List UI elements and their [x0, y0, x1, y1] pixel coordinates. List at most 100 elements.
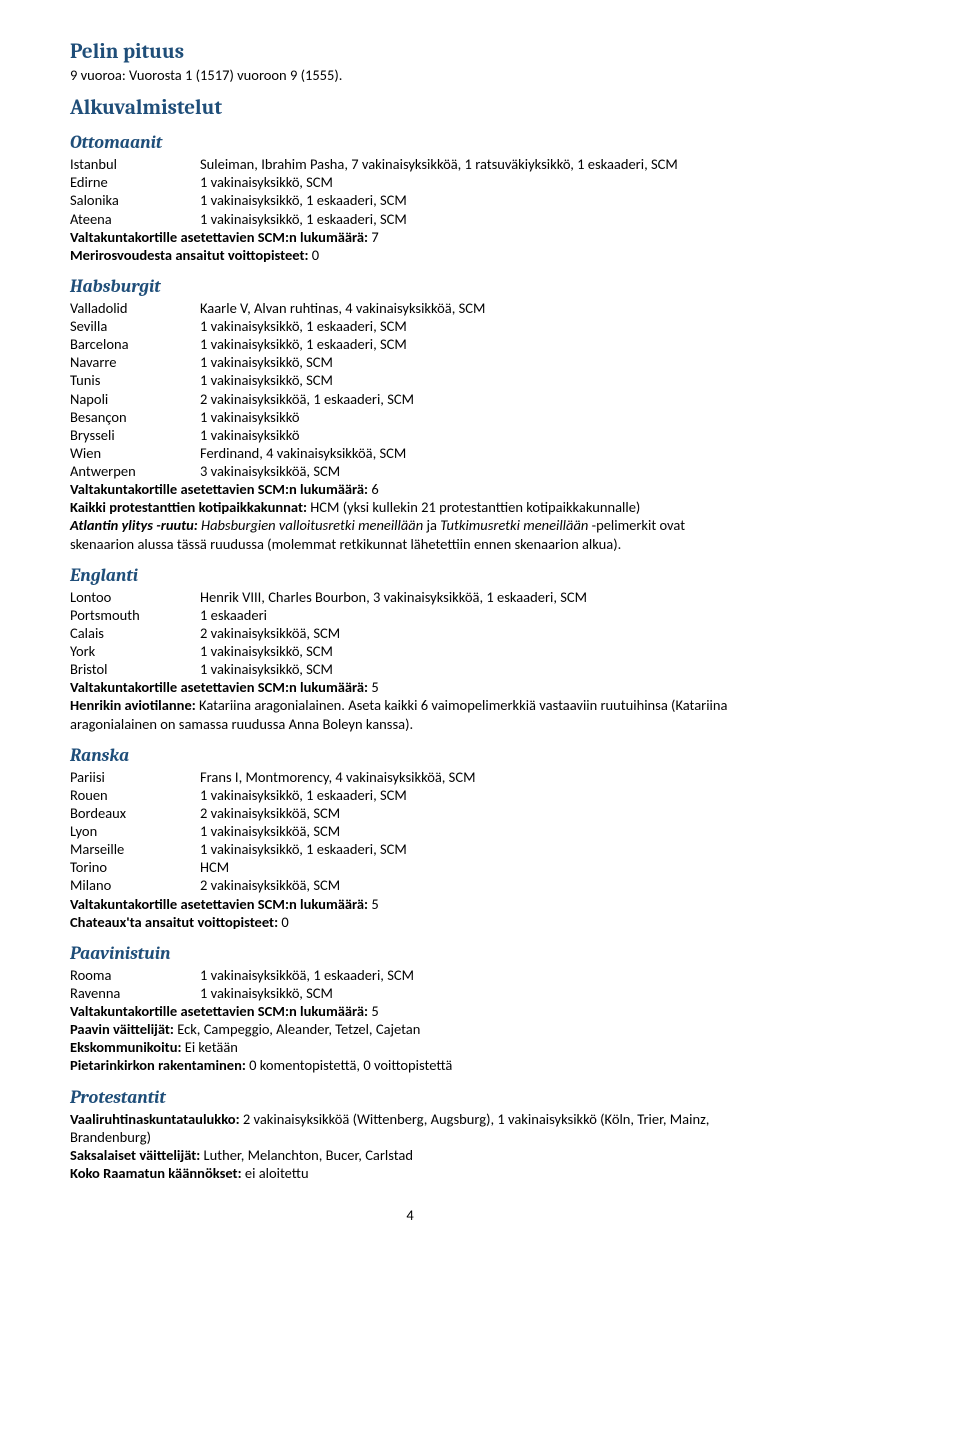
location-name: Sevilla — [70, 317, 200, 335]
location-name: Barcelona — [70, 335, 200, 353]
location-units: 1 vakinaisyksikkö, 1 eskaaderi, SCM — [200, 210, 750, 228]
england-cards: Valtakuntakortille asetettavien SCM:n lu… — [70, 678, 750, 696]
location-units: 2 vakinaisyksikköä, SCM — [200, 804, 750, 822]
papacy-stpeters: Pietarinkirkon rakentaminen: 0 komentopi… — [70, 1056, 750, 1074]
papacy-debaters-value: Eck, Campeggio, Aleander, Tetzel, Cajeta… — [174, 1020, 420, 1038]
location-name: Ateena — [70, 210, 200, 228]
habsburg-protestant-label: Kaikki protestanttien kotipaikkakunnat: — [70, 498, 307, 516]
location-units: 1 vakinaisyksikkö, 1 eskaaderi, SCM — [200, 317, 750, 335]
location-name: Milano — [70, 876, 200, 894]
location-name: Salonika — [70, 191, 200, 209]
england-cards-label: Valtakuntakortille asetettavien SCM:n lu… — [70, 678, 368, 696]
list-item: Ravenna1 vakinaisyksikkö, SCM — [70, 984, 750, 1002]
list-item: Ateena1 vakinaisyksikkö, 1 eskaaderi, SC… — [70, 210, 750, 228]
location-units: 1 vakinaisyksikkö — [200, 408, 750, 426]
ottomans-piracy: Merirosvoudesta ansaitut voittopisteet: … — [70, 246, 750, 264]
list-item: Napoli2 vakinaisyksikköä, 1 eskaaderi, S… — [70, 390, 750, 408]
ottomans-piracy-value: 0 — [309, 246, 320, 264]
papacy-debaters-label: Paavin väittelijät: — [70, 1020, 174, 1038]
location-units: 2 vakinaisyksikköä, 1 eskaaderi, SCM — [200, 390, 750, 408]
location-name: Napoli — [70, 390, 200, 408]
list-item: Rooma1 vakinaisyksikköä, 1 eskaaderi, SC… — [70, 966, 750, 984]
list-item: Tunis1 vakinaisyksikkö, SCM — [70, 371, 750, 389]
list-item: Brysseli1 vakinaisyksikkö — [70, 426, 750, 444]
location-units: 1 vakinaisyksikkö, 1 eskaaderi, SCM — [200, 191, 750, 209]
protestant-debaters-label: Saksalaiset väittelijät: — [70, 1146, 200, 1164]
location-name: Wien — [70, 444, 200, 462]
location-units: Henrik VIII, Charles Bourbon, 3 vakinais… — [200, 588, 750, 606]
list-item: Salonika1 vakinaisyksikkö, 1 eskaaderi, … — [70, 191, 750, 209]
ottomans-cards-label: Valtakuntakortille asetettavien SCM:n lu… — [70, 228, 368, 246]
location-units: 2 vakinaisyksikköä, SCM — [200, 624, 750, 642]
location-name: Besançon — [70, 408, 200, 426]
protestant-bible: Koko Raamatun käännökset: ei aloitettu — [70, 1164, 750, 1182]
location-units: 1 vakinaisyksikkö, SCM — [200, 353, 750, 371]
protestant-debaters-value: Luther, Melanchton, Bucer, Carlstad — [200, 1146, 413, 1164]
list-item: Besançon1 vakinaisyksikkö — [70, 408, 750, 426]
protestant-bible-label: Koko Raamatun käännökset: — [70, 1164, 242, 1182]
location-units: Ferdinand, 4 vakinaisyksikköä, SCM — [200, 444, 750, 462]
list-item: York1 vakinaisyksikkö, SCM — [70, 642, 750, 660]
text-game-length: 9 vuoroa: Vuorosta 1 (1517) vuoroon 9 (1… — [70, 66, 750, 84]
england-cards-value: 5 — [368, 678, 379, 696]
location-units: 1 vakinaisyksikkö, SCM — [200, 660, 750, 678]
habsburg-atlantic-i1: Habsburgien valloitusretki meneillään — [198, 516, 423, 534]
list-item: Rouen1 vakinaisyksikkö, 1 eskaaderi, SCM — [70, 786, 750, 804]
protestant-bible-value: ei aloitettu — [242, 1164, 309, 1182]
habsburg-protestant-value: HCM (yksi kullekin 21 protestanttien kot… — [307, 498, 640, 516]
location-name: Lyon — [70, 822, 200, 840]
location-units: 1 vakinaisyksikköä, SCM — [200, 822, 750, 840]
france-cards: Valtakuntakortille asetettavien SCM:n lu… — [70, 895, 750, 913]
france-chateaux-label: Chateaux'ta ansaitut voittopisteet: — [70, 913, 278, 931]
location-units: 3 vakinaisyksikköä, SCM — [200, 462, 750, 480]
papacy-excomm: Ekskommunikoitu: Ei ketään — [70, 1038, 750, 1056]
list-item: PariisiFrans I, Montmorency, 4 vakinaisy… — [70, 768, 750, 786]
papacy-stpeters-value: 0 komentopistettä, 0 voittopistettä — [246, 1056, 452, 1074]
location-name: Rooma — [70, 966, 200, 984]
france-rows: PariisiFrans I, Montmorency, 4 vakinaisy… — [70, 768, 750, 895]
list-item: LontooHenrik VIII, Charles Bourbon, 3 va… — [70, 588, 750, 606]
list-item: TorinoHCM — [70, 858, 750, 876]
list-item: Antwerpen3 vakinaisyksikköä, SCM — [70, 462, 750, 480]
list-item: Barcelona1 vakinaisyksikkö, 1 eskaaderi,… — [70, 335, 750, 353]
location-name: Pariisi — [70, 768, 200, 786]
list-item: Bristol1 vakinaisyksikkö, SCM — [70, 660, 750, 678]
location-units: 1 vakinaisyksikkö, 1 eskaaderi, SCM — [200, 786, 750, 804]
location-units: 1 vakinaisyksikkö, 1 eskaaderi, SCM — [200, 335, 750, 353]
location-units: 1 vakinaisyksikkö, SCM — [200, 984, 750, 1002]
location-name: Marseille — [70, 840, 200, 858]
heading-habsburg: Habsburgit — [70, 276, 750, 297]
habsburg-atlantic-label: Atlantin ylitys -ruutu: — [70, 516, 198, 534]
list-item: Milano2 vakinaisyksikköä, SCM — [70, 876, 750, 894]
protestant-elector: Vaaliruhtinaskuntataulukko: 2 vakinaisyk… — [70, 1110, 750, 1146]
heading-ottomans: Ottomaanit — [70, 132, 750, 153]
list-item: WienFerdinand, 4 vakinaisyksikköä, SCM — [70, 444, 750, 462]
habsburg-cards: Valtakuntakortille asetettavien SCM:n lu… — [70, 480, 750, 498]
location-units: 1 vakinaisyksikkö, 1 eskaaderi, SCM — [200, 840, 750, 858]
location-units: HCM — [200, 858, 750, 876]
heading-papacy: Paavinistuin — [70, 943, 750, 964]
papacy-debaters: Paavin väittelijät: Eck, Campeggio, Alea… — [70, 1020, 750, 1038]
location-units: 1 vakinaisyksikkö, SCM — [200, 173, 750, 191]
ottomans-rows: IstanbulSuleiman, Ibrahim Pasha, 7 vakin… — [70, 155, 750, 228]
location-units: 1 vakinaisyksikkö, SCM — [200, 642, 750, 660]
location-units: 1 eskaaderi — [200, 606, 750, 624]
page-number: 4 — [70, 1206, 750, 1224]
location-units: 2 vakinaisyksikköä, SCM — [200, 876, 750, 894]
location-name: Antwerpen — [70, 462, 200, 480]
list-item: Edirne1 vakinaisyksikkö, SCM — [70, 173, 750, 191]
location-name: Navarre — [70, 353, 200, 371]
location-name: Portsmouth — [70, 606, 200, 624]
location-name: Valladolid — [70, 299, 200, 317]
papacy-cards-value: 5 — [368, 1002, 379, 1020]
location-name: Tunis — [70, 371, 200, 389]
location-name: Brysseli — [70, 426, 200, 444]
heading-setup: Alkuvalmistelut — [70, 96, 750, 120]
papacy-excomm-value: Ei ketään — [181, 1038, 237, 1056]
list-item: Portsmouth1 eskaaderi — [70, 606, 750, 624]
location-units: Kaarle V, Alvan ruhtinas, 4 vakinaisyksi… — [200, 299, 750, 317]
habsburg-protestant-homes: Kaikki protestanttien kotipaikkakunnat: … — [70, 498, 750, 516]
papacy-rows: Rooma1 vakinaisyksikköä, 1 eskaaderi, SC… — [70, 966, 750, 1002]
ottomans-piracy-label: Merirosvoudesta ansaitut voittopisteet: — [70, 246, 309, 264]
location-name: Torino — [70, 858, 200, 876]
